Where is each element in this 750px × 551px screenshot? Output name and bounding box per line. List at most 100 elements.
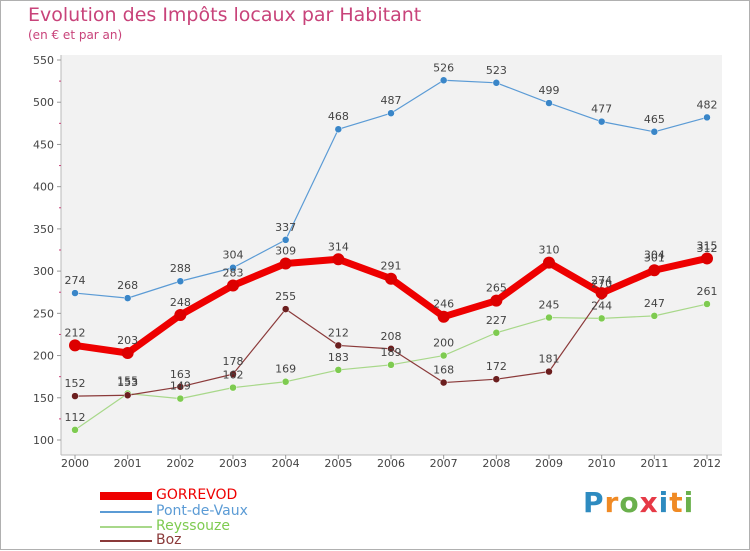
data-label-boz: 255 bbox=[275, 290, 296, 303]
data-label-reyssouze: 200 bbox=[433, 337, 454, 350]
data-label-reyssouze: 245 bbox=[539, 299, 560, 312]
data-point-pont-de-vaux bbox=[229, 263, 237, 272]
data-point-pont-de-vaux bbox=[439, 76, 448, 85]
data-point-gorrevod bbox=[227, 279, 239, 292]
x-tick-label: 2001 bbox=[114, 457, 142, 470]
x-tick-label: 2010 bbox=[588, 457, 616, 470]
data-point-gorrevod bbox=[648, 264, 661, 277]
x-tick-label: 2007 bbox=[430, 457, 458, 470]
data-point-boz bbox=[334, 341, 343, 350]
legend-label-reyssouze: Reyssouze bbox=[156, 518, 230, 534]
data-label-reyssouze: 112 bbox=[65, 411, 86, 424]
data-point-boz bbox=[492, 375, 501, 383]
data-point-boz bbox=[229, 370, 237, 378]
data-label-boz: 163 bbox=[170, 368, 191, 381]
data-label-boz: 208 bbox=[381, 330, 402, 343]
data-label-gorrevod: 310 bbox=[539, 244, 560, 257]
data-point-gorrevod bbox=[437, 310, 450, 323]
y-tick-label: 450 bbox=[33, 138, 54, 151]
y-tick-label: 500 bbox=[33, 96, 54, 109]
data-point-boz bbox=[545, 367, 553, 376]
data-point-pont-de-vaux bbox=[492, 79, 501, 87]
x-tick-label: 2000 bbox=[61, 457, 89, 470]
logo-letter: o bbox=[619, 486, 640, 519]
data-label-gorrevod: 283 bbox=[223, 266, 244, 279]
data-label-pont-de-vaux: 526 bbox=[433, 61, 454, 74]
data-point-boz bbox=[71, 392, 79, 400]
y-tick-label: 350 bbox=[33, 223, 54, 236]
x-tick-label: 2005 bbox=[324, 457, 352, 470]
data-point-pont-de-vaux bbox=[334, 125, 343, 133]
data-label-gorrevod: 291 bbox=[381, 260, 402, 273]
data-point-gorrevod bbox=[490, 294, 503, 307]
proxiti-logo: Proxiti bbox=[583, 486, 694, 519]
data-point-pont-de-vaux bbox=[281, 236, 290, 244]
y-tick-label: 250 bbox=[33, 307, 54, 320]
x-tick-label: 2004 bbox=[272, 457, 300, 470]
data-point-pont-de-vaux bbox=[387, 109, 395, 117]
data-label-pont-de-vaux: 465 bbox=[644, 113, 665, 126]
data-point-pont-de-vaux bbox=[545, 99, 553, 107]
logo-letter: t bbox=[669, 486, 684, 519]
data-point-reyssouze bbox=[229, 383, 237, 392]
data-point-reyssouze bbox=[545, 313, 553, 322]
chart-subtitle: (en € et par an) bbox=[28, 28, 123, 42]
data-label-boz: 178 bbox=[223, 355, 244, 368]
data-point-pont-de-vaux bbox=[650, 128, 659, 136]
data-point-pont-de-vaux bbox=[123, 294, 132, 302]
data-point-reyssouze bbox=[703, 300, 711, 308]
y-tick-label: 300 bbox=[33, 265, 54, 278]
data-point-pont-de-vaux bbox=[71, 289, 79, 297]
data-point-reyssouze bbox=[281, 377, 290, 386]
data-point-reyssouze bbox=[334, 366, 343, 374]
data-label-boz: 270 bbox=[591, 277, 612, 290]
data-point-gorrevod bbox=[279, 257, 292, 270]
data-label-pont-de-vaux: 337 bbox=[275, 221, 296, 234]
data-point-pont-de-vaux bbox=[176, 277, 185, 285]
data-point-gorrevod bbox=[701, 252, 713, 265]
data-point-boz bbox=[123, 391, 132, 399]
data-label-boz: 312 bbox=[697, 242, 718, 255]
data-point-boz bbox=[281, 305, 290, 313]
data-label-pont-de-vaux: 487 bbox=[381, 94, 402, 107]
data-label-reyssouze: 227 bbox=[486, 314, 507, 327]
data-label-pont-de-vaux: 468 bbox=[328, 110, 349, 123]
data-label-gorrevod: 203 bbox=[117, 334, 138, 347]
y-tick-label: 400 bbox=[33, 181, 54, 194]
data-label-boz: 152 bbox=[65, 377, 86, 390]
data-label-pont-de-vaux: 274 bbox=[65, 274, 86, 287]
data-point-gorrevod bbox=[543, 256, 555, 269]
data-label-reyssouze: 155 bbox=[117, 375, 138, 388]
y-tick-label: 100 bbox=[33, 434, 54, 447]
legend-label-pont-de-vaux: Pont-de-Vaux bbox=[156, 503, 248, 519]
data-point-pont-de-vaux bbox=[703, 113, 711, 122]
data-point-reyssouze bbox=[492, 329, 501, 337]
data-point-gorrevod bbox=[595, 287, 608, 300]
data-label-gorrevod: 315 bbox=[697, 239, 718, 252]
data-label-reyssouze: 247 bbox=[644, 297, 665, 310]
data-label-pont-de-vaux: 482 bbox=[697, 98, 718, 111]
legend-swatch-pont-de-vaux bbox=[100, 511, 152, 513]
data-point-gorrevod bbox=[121, 347, 134, 360]
data-label-reyssouze: 149 bbox=[170, 380, 191, 393]
data-label-boz: 304 bbox=[644, 249, 665, 262]
x-tick-label: 2012 bbox=[693, 457, 721, 470]
data-label-pont-de-vaux: 477 bbox=[591, 103, 612, 116]
data-label-boz: 168 bbox=[433, 364, 454, 377]
data-point-reyssouze bbox=[71, 426, 79, 434]
x-tick-label: 2006 bbox=[377, 457, 405, 470]
data-label-boz: 212 bbox=[328, 326, 349, 339]
data-point-reyssouze bbox=[650, 312, 659, 320]
y-tick-label: 550 bbox=[33, 54, 54, 67]
data-point-gorrevod bbox=[69, 339, 81, 352]
data-label-reyssouze: 189 bbox=[381, 346, 402, 359]
legend-swatch-gorrevod bbox=[100, 492, 152, 500]
data-point-gorrevod bbox=[174, 309, 187, 322]
legend-swatch-boz bbox=[100, 540, 152, 542]
data-label-boz: 172 bbox=[486, 360, 507, 373]
legend-swatch-reyssouze bbox=[100, 526, 152, 528]
data-point-pont-de-vaux bbox=[597, 117, 606, 126]
data-label-boz: 181 bbox=[539, 353, 560, 366]
data-label-reyssouze: 169 bbox=[275, 363, 296, 376]
data-label-pont-de-vaux: 499 bbox=[539, 84, 560, 97]
